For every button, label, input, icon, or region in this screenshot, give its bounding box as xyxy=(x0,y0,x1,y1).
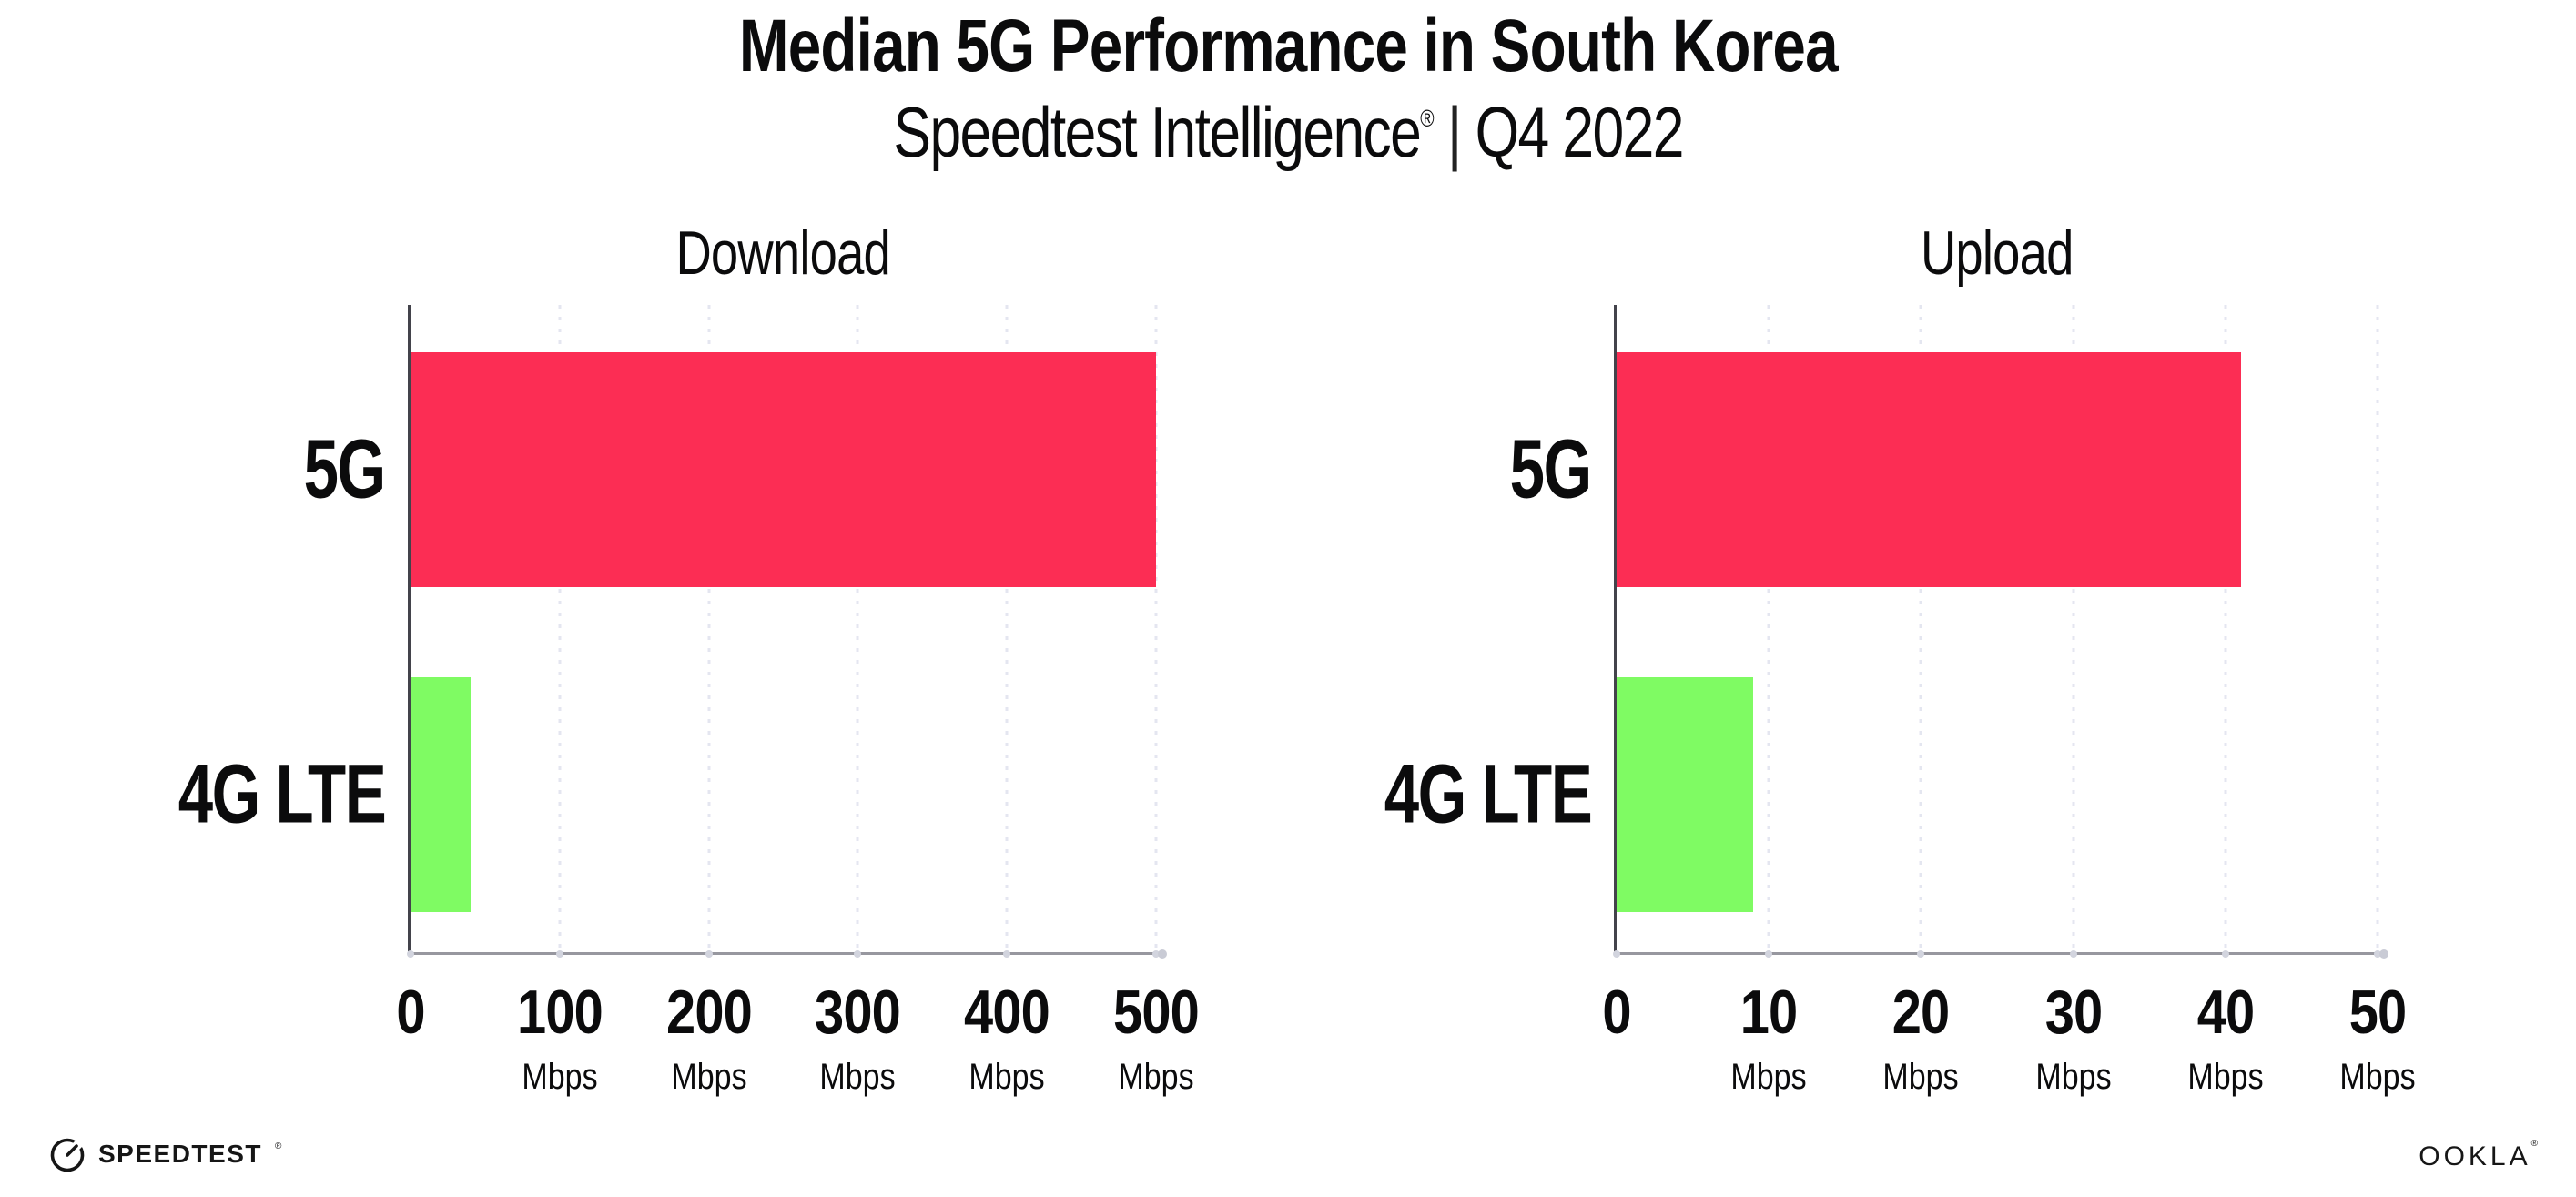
x-tick-0: 0 xyxy=(394,977,428,1048)
x-tick-400: 400 Mbps xyxy=(957,977,1057,1098)
x-tick-value: 50 xyxy=(2348,978,2407,1047)
gridline-30 xyxy=(2072,305,2075,952)
x-tick-50: 50 Mbps xyxy=(2333,977,2422,1098)
x-tick-10: 10 Mbps xyxy=(1724,977,1813,1098)
x-tick-value: 300 xyxy=(815,978,901,1047)
x-tick-value: 10 xyxy=(1739,978,1798,1047)
chart-title-download: Download xyxy=(411,218,1156,289)
page-subtitle-text: Speedtest Intelligence® | Q4 2022 xyxy=(893,91,1684,174)
x-tick-unit: Mbps xyxy=(671,1057,747,1097)
category-label-5g: 5G xyxy=(1509,422,1593,516)
bar-4g-lte-download xyxy=(411,677,471,912)
chart-title-text: Upload xyxy=(1921,218,2074,288)
ookla-logo: OOKLA® xyxy=(2419,1139,2538,1172)
ookla-trademark-icon: ® xyxy=(2530,1139,2538,1149)
x-tick-unit: Mbps xyxy=(522,1057,598,1097)
subtitle-period: Q4 2022 xyxy=(1475,92,1684,172)
gridline-500 xyxy=(1154,305,1158,952)
speedtest-wordmark: SPEEDTEST xyxy=(98,1140,262,1168)
registered-trademark-icon: ® xyxy=(1420,105,1434,132)
speedtest-trademark-icon: ® xyxy=(274,1141,282,1151)
x-tick-0: 0 xyxy=(1600,977,1634,1048)
axis-tick-dot xyxy=(1765,950,1773,958)
axis-tick-dot xyxy=(1152,950,1160,958)
bar-5g-download xyxy=(411,352,1156,587)
gridline-200 xyxy=(707,305,711,952)
gauge-icon xyxy=(50,1138,85,1172)
axis-tick-dot xyxy=(1613,950,1620,958)
x-tick-value: 0 xyxy=(396,978,425,1047)
x-tick-value: 30 xyxy=(2044,978,2102,1047)
gridline-20 xyxy=(1919,305,1922,952)
x-tick-value: 20 xyxy=(1892,978,1950,1047)
x-tick-value: 100 xyxy=(516,978,603,1047)
x-tick-300: 300 Mbps xyxy=(807,977,908,1098)
x-tick-20: 20 Mbps xyxy=(1876,977,1965,1098)
x-tick-100: 100 Mbps xyxy=(510,977,610,1098)
x-tick-value: 0 xyxy=(1602,978,1631,1047)
x-axis-end-cap xyxy=(2379,949,2388,959)
x-tick-unit: Mbps xyxy=(1118,1057,1194,1097)
gridline-50 xyxy=(2376,305,2379,952)
x-tick-unit: Mbps xyxy=(819,1057,896,1097)
axis-tick-dot xyxy=(1917,950,1925,958)
page-title-text: Median 5G Performance in South Korea xyxy=(738,5,1839,87)
page-subtitle: Speedtest Intelligence® | Q4 2022 xyxy=(0,91,2576,174)
gridline-40 xyxy=(2224,305,2227,952)
x-axis-end-cap xyxy=(1158,949,1167,959)
x-tick-unit: Mbps xyxy=(2339,1057,2416,1097)
category-label-5g: 5G xyxy=(303,422,387,516)
x-tick-unit: Mbps xyxy=(969,1057,1045,1097)
x-tick-40: 40 Mbps xyxy=(2181,977,2270,1098)
page-title: Median 5G Performance in South Korea xyxy=(0,4,2576,89)
x-tick-unit: Mbps xyxy=(1882,1057,1959,1097)
x-tick-unit: Mbps xyxy=(2187,1057,2264,1097)
x-tick-value: 500 xyxy=(1113,978,1200,1047)
chart-title-text: Download xyxy=(675,218,891,288)
category-label-4g-lte: 4G LTE xyxy=(177,747,387,841)
ookla-wordmark: OOKLA xyxy=(2419,1141,2531,1172)
gridline-100 xyxy=(558,305,562,952)
gridline-10 xyxy=(1767,305,1770,952)
x-tick-unit: Mbps xyxy=(1730,1057,1807,1097)
x-tick-200: 200 Mbps xyxy=(658,977,758,1098)
category-label-4g-lte: 4G LTE xyxy=(1384,747,1593,841)
chart-title-upload: Upload xyxy=(1617,218,2378,289)
chart-panel-upload: Upload 5G 4G LTE 0 10 Mbps 20 Mbps 30 Mbps 40 Mbps 5… xyxy=(1384,218,2416,1097)
axis-tick-dot xyxy=(407,950,414,958)
axis-tick-dot xyxy=(2221,950,2229,958)
x-tick-value: 400 xyxy=(964,978,1050,1047)
x-tick-30: 30 Mbps xyxy=(2029,977,2118,1098)
x-tick-500: 500 Mbps xyxy=(1106,977,1206,1098)
subtitle-divider: | xyxy=(1446,92,1462,172)
axis-tick-dot xyxy=(854,950,862,958)
x-tick-value: 40 xyxy=(2196,978,2255,1047)
axis-tick-dot xyxy=(2069,950,2077,958)
chart-panel-download: Download 5G 4G LTE 0 100 Mbps 200 Mbps 300 Mbps 40… xyxy=(178,218,1200,1097)
subtitle-product: Speedtest Intelligence xyxy=(893,92,1421,172)
x-tick-unit: Mbps xyxy=(2035,1057,2112,1097)
speedtest-logo: SPEEDTEST ® xyxy=(47,1134,281,1174)
axis-tick-dot xyxy=(705,950,713,958)
bar-5g-upload xyxy=(1617,352,2241,587)
gridline-300 xyxy=(856,305,859,952)
bar-4g-lte-upload xyxy=(1617,677,1754,912)
axis-tick-dot xyxy=(2374,950,2381,958)
axis-tick-dot xyxy=(1003,950,1011,958)
gridline-400 xyxy=(1005,305,1009,952)
x-tick-value: 200 xyxy=(665,978,753,1047)
axis-tick-dot xyxy=(555,950,563,958)
